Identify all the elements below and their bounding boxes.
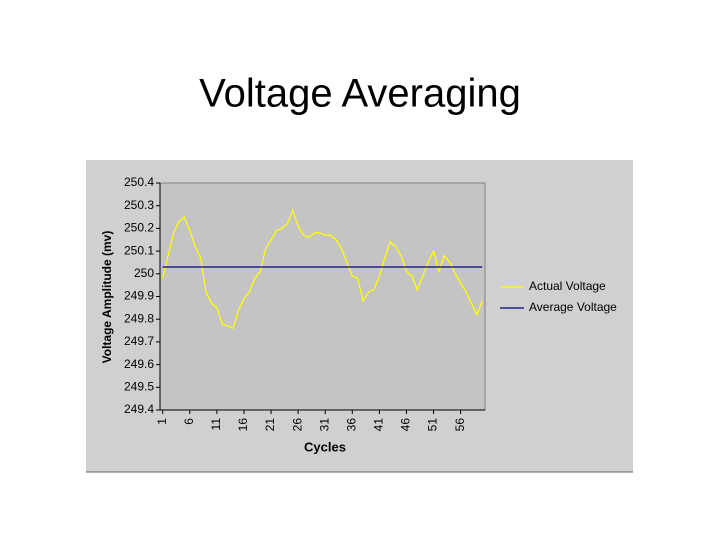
y-tick-label: 250.4 [124,175,154,189]
x-tick-label: 6 [182,418,196,425]
x-tick-label: 16 [236,418,250,432]
x-tick-label: 11 [209,418,223,431]
y-tick-label: 250.1 [124,243,154,257]
chart-title: Voltage Averaging [199,72,521,116]
x-tick-label: 1 [155,418,169,425]
x-tick-label: 26 [290,418,304,432]
legend-label: Average Voltage [529,300,617,314]
legend-label: Actual Voltage [529,279,606,293]
x-tick-label: 21 [263,418,277,432]
x-tick-label: 36 [344,418,358,432]
x-tick-label: 31 [317,418,331,432]
plot-area [159,182,486,411]
y-tick-label: 249.4 [124,402,154,416]
x-tick-label: 46 [399,418,413,432]
series-line [162,208,483,330]
y-tick-label: 250.2 [124,221,154,235]
y-tick-label: 249.8 [124,311,154,325]
x-tick-label: 41 [372,418,386,432]
y-tick-label: 249.7 [124,334,154,348]
y-tick-label: 249.9 [124,289,154,303]
y-axis-title: Voltage Amplitude (mv) [100,231,114,364]
x-axis-title: Cycles [304,439,346,454]
x-tick-label: 56 [453,418,467,432]
y-tick-label: 249.5 [124,379,154,393]
y-tick-label: 249.6 [124,357,154,371]
x-tick-label: 51 [426,418,440,432]
y-tick-label: 250 [134,266,154,280]
y-tick-label: 250.3 [124,198,154,212]
